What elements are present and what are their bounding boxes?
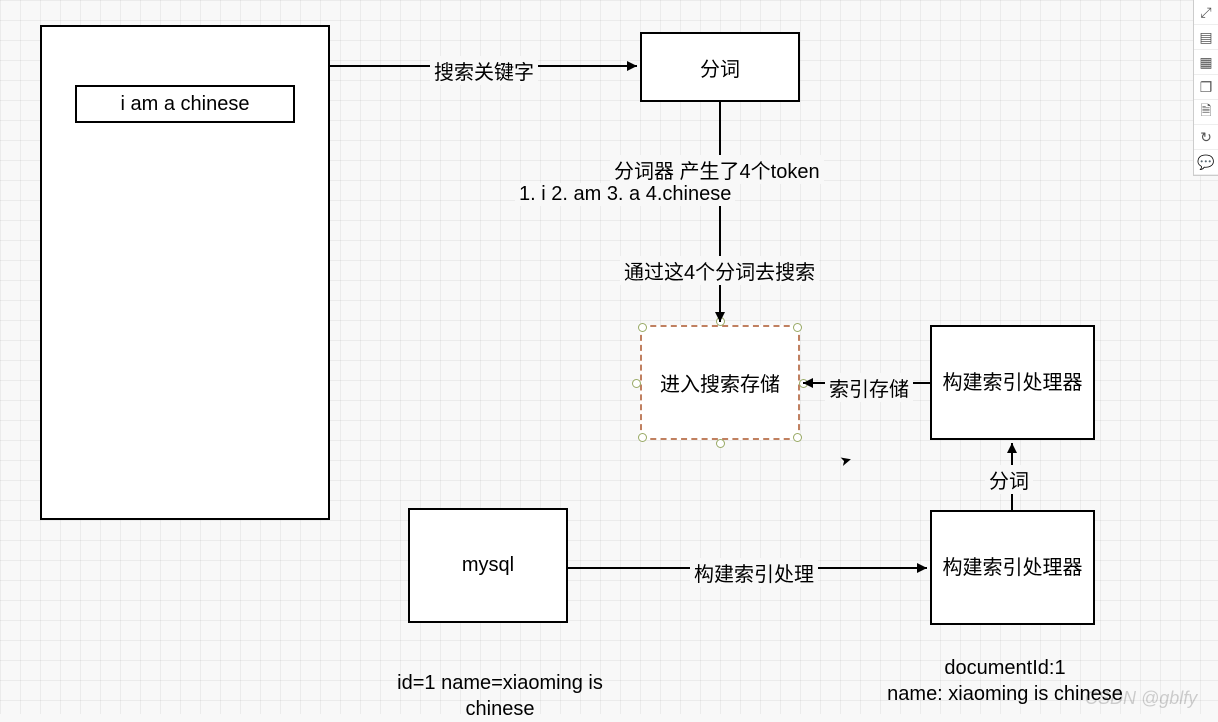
- index-builder-bottom-box[interactable]: 构建索引处理器: [930, 510, 1095, 625]
- page-icon[interactable]: 🗎: [1194, 100, 1218, 125]
- edge-label-e5: 分词: [985, 465, 1033, 494]
- diagram-canvas: i am a chinese 分词 进入搜索存储 构建索引处理器 mysql 构…: [0, 0, 1218, 714]
- right-toolbar: ⤢ ▤ ▦ ❐ 🗎 ↻ 💬: [1193, 0, 1218, 176]
- history-icon[interactable]: ↻: [1194, 125, 1218, 150]
- index-builder-top-label: 构建索引处理器: [943, 370, 1083, 396]
- selection-handle[interactable]: [638, 433, 647, 442]
- layers-icon[interactable]: ▤: [1194, 25, 1218, 50]
- selection-handle[interactable]: [793, 323, 802, 332]
- comment-icon[interactable]: 💬: [1194, 150, 1218, 175]
- selection-handle[interactable]: [638, 323, 647, 332]
- index-builder-top-box[interactable]: 构建索引处理器: [930, 325, 1095, 440]
- watermark: CSDN @gblfy: [1085, 688, 1197, 709]
- selection-handle[interactable]: [632, 379, 641, 388]
- index-builder-bottom-label: 构建索引处理器: [943, 555, 1083, 581]
- token-note-3: 通过这4个分词去搜索: [620, 256, 819, 285]
- edge-label-e3: 索引存储: [825, 373, 913, 402]
- copy-icon[interactable]: ❐: [1194, 75, 1218, 100]
- search-text-box[interactable]: i am a chinese: [75, 85, 295, 123]
- selection-handle[interactable]: [716, 439, 725, 448]
- selection-handle[interactable]: [793, 433, 802, 442]
- mysql-box[interactable]: mysql: [408, 508, 568, 623]
- grid-icon[interactable]: ▦: [1194, 50, 1218, 75]
- token-note-2: 1. i 2. am 3. a 4.chinese: [515, 183, 735, 206]
- tokenizer-box[interactable]: 分词: [640, 32, 800, 102]
- search-store-box[interactable]: 进入搜索存储: [640, 325, 800, 440]
- selection-handle[interactable]: [716, 317, 725, 326]
- expand-icon[interactable]: ⤢: [1194, 0, 1218, 25]
- tokenizer-label: 分词: [700, 53, 740, 82]
- edge-label-e4: 构建索引处理: [690, 558, 818, 587]
- mysql-note: id=1 name=xiaoming is chinese: [370, 670, 630, 722]
- search-text-label: i am a chinese: [121, 93, 250, 116]
- token-note-1: 分词器 产生了4个token: [610, 155, 824, 184]
- search-store-label: 进入搜索存储: [660, 368, 780, 397]
- selection-handle[interactable]: [799, 379, 808, 388]
- mysql-label: mysql: [462, 554, 514, 577]
- edge-label-e1: 搜索关键字: [430, 56, 538, 85]
